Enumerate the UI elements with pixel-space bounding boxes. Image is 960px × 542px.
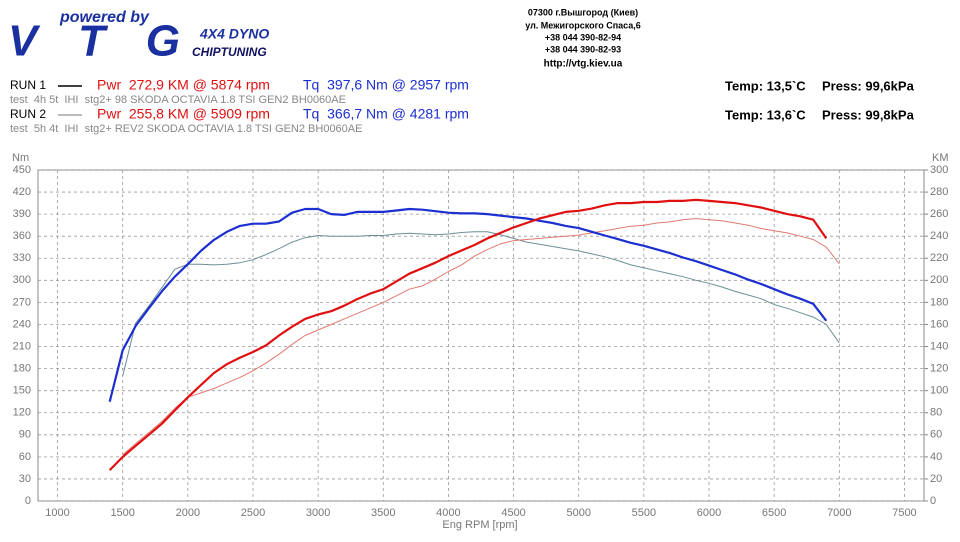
y-tick-label: 0 (25, 495, 31, 507)
dyno: 4X4 DYNO (199, 26, 269, 42)
address: 07300 г.Вышгород (Киев) (528, 7, 638, 17)
run-label: RUN 1 (10, 78, 46, 92)
x-axis-label: Eng RPM [rpm] (442, 519, 517, 531)
run-temp: Temp: 13,6`C (725, 107, 806, 122)
x-tick-label: 4500 (501, 507, 525, 519)
y2-tick-label: 100 (930, 385, 948, 397)
x-tick-label: 4000 (436, 507, 460, 519)
y-tick-label: 300 (13, 274, 31, 286)
y2-axis-label: KM (932, 152, 949, 164)
y-tick-label: 240 (13, 318, 31, 330)
run-temp: Temp: 13,5`C (725, 78, 806, 93)
y-tick-label: 120 (13, 407, 31, 419)
url: http://vtg.kiev.ua (544, 59, 623, 70)
y2-tick-label: 160 (930, 318, 948, 330)
run-power: Pwr 255,8 KM @ 5909 rpm (97, 106, 270, 122)
x-tick-label: 1000 (45, 507, 69, 519)
run-desc: test 5h 4t IHI stg2+ REV2 SKODA OCTAVIA … (10, 123, 362, 135)
series-line (122, 231, 840, 377)
run-desc: test 4h 5t IHI stg2+ 98 SKODA OCTAVIA 1.… (10, 94, 346, 106)
chiptuning: CHIPTUNING (192, 45, 267, 59)
series-line (122, 218, 840, 456)
run-torque: Tq 366,7 Nm @ 4281 rpm (303, 106, 469, 122)
y2-tick-label: 260 (930, 208, 948, 220)
run-label: RUN 2 (10, 107, 46, 121)
x-tick-label: 7500 (892, 507, 916, 519)
run-torque: Tq 397,6 Nm @ 2957 rpm (303, 77, 469, 93)
x-tick-label: 2000 (176, 507, 200, 519)
x-tick-label: 7000 (827, 507, 851, 519)
address: ул. Межигорского Спаса,6 (525, 20, 641, 30)
y-tick-label: 420 (13, 186, 31, 198)
y-tick-label: 450 (13, 164, 31, 176)
run-press: Press: 99,8kPa (822, 107, 915, 122)
tagline: powered by (59, 9, 150, 26)
x-tick-label: 1500 (110, 507, 134, 519)
address: +38 044 390-82-93 (545, 44, 621, 54)
logo: VTG (8, 17, 180, 66)
y2-tick-label: 140 (930, 340, 948, 352)
y2-tick-label: 200 (930, 274, 948, 286)
y-tick-label: 90 (19, 429, 31, 441)
y-tick-label: 390 (13, 208, 31, 220)
run-press: Press: 99,6kPa (822, 78, 915, 93)
y-tick-label: 360 (13, 230, 31, 242)
x-tick-label: 3000 (306, 507, 330, 519)
y-tick-label: 60 (19, 451, 31, 463)
y2-tick-label: 240 (930, 230, 948, 242)
y2-tick-label: 60 (930, 429, 942, 441)
y-axis-label: Nm (12, 152, 29, 164)
y-tick-label: 30 (19, 473, 31, 485)
y2-tick-label: 300 (930, 164, 948, 176)
x-tick-label: 3500 (371, 507, 395, 519)
plot-frame (37, 169, 925, 502)
y2-tick-label: 20 (930, 473, 942, 485)
series-line (108, 198, 828, 471)
y-tick-label: 180 (13, 363, 31, 375)
series-line (108, 207, 828, 402)
x-tick-label: 5500 (632, 507, 656, 519)
x-tick-label: 2500 (241, 507, 265, 519)
y2-tick-label: 220 (930, 252, 948, 264)
x-tick-label: 5000 (566, 507, 590, 519)
run-power: Pwr 272,9 KM @ 5874 rpm (97, 77, 270, 93)
y-tick-label: 330 (13, 252, 31, 264)
y2-tick-label: 80 (930, 407, 942, 419)
y2-tick-label: 280 (930, 186, 948, 198)
y2-tick-label: 40 (930, 451, 942, 463)
address: +38 044 390-82-94 (545, 32, 621, 42)
x-tick-label: 6000 (697, 507, 721, 519)
y2-tick-label: 180 (930, 296, 948, 308)
y2-tick-label: 0 (930, 495, 936, 507)
y2-tick-label: 120 (930, 363, 948, 375)
y-tick-label: 150 (13, 385, 31, 397)
y-tick-label: 210 (13, 340, 31, 352)
x-tick-label: 6500 (762, 507, 786, 519)
y-tick-label: 270 (13, 296, 31, 308)
